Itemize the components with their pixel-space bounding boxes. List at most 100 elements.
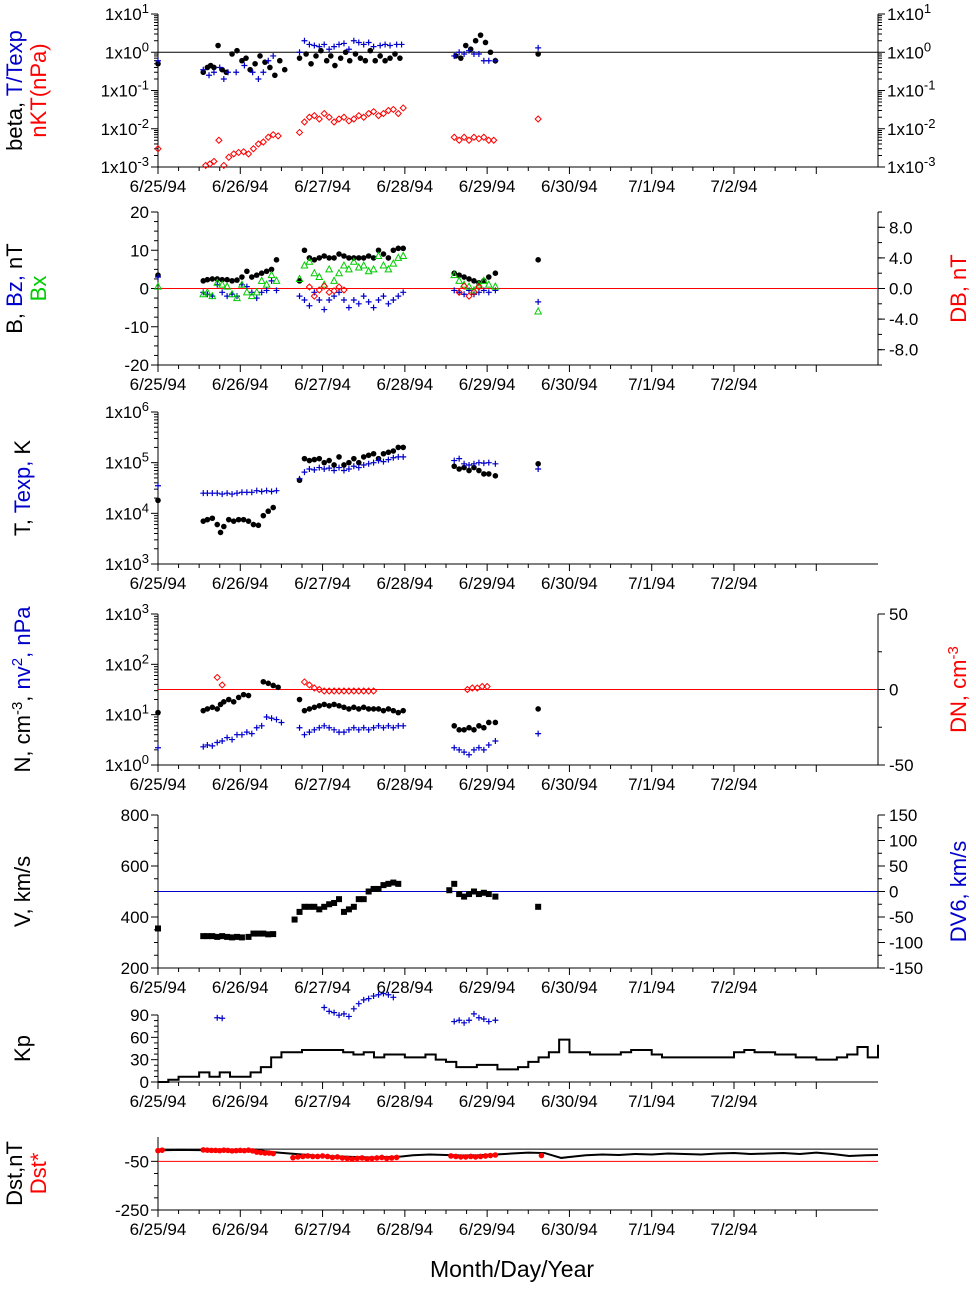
- data-point-plus-T: [456, 455, 463, 462]
- right-tick-exponent: 1: [924, 1, 931, 16]
- data-point-diamond-beta: [374, 111, 383, 120]
- x-tick-label-T: 6/30/94: [541, 574, 598, 593]
- data-point-diamond-beta: [360, 113, 368, 121]
- data-point-diamond-beta: [315, 115, 323, 123]
- data-point-dot-T: [155, 497, 161, 504]
- data-point-triangle-B: [153, 282, 163, 290]
- x-tick-label-N: 6/26/94: [212, 775, 269, 794]
- data-point-dot-T: [492, 473, 499, 479]
- data-point-square-V: [200, 933, 207, 940]
- data-point-plus-N: [375, 722, 382, 729]
- data-point-dot-T: [535, 460, 541, 467]
- panel-V: 6/25/94 6/26/94 6/27/94 6/28/94 6/29/94 6/30/…: [10, 806, 971, 1026]
- data-point-dot-T: [301, 455, 308, 462]
- right-tick-mantissa: 1x10: [887, 158, 924, 177]
- data-point-diamond-N: [350, 687, 358, 695]
- data-point-dot-Dst: [393, 1154, 400, 1161]
- data-point-plus-V: [350, 1005, 357, 1012]
- x-tick-label-T: 7/1/94: [628, 574, 675, 593]
- data-point-dot-B: [239, 274, 245, 280]
- data-point-dot-beta: [252, 60, 258, 67]
- data-point-diamond-B: [460, 282, 468, 290]
- data-point-square-V: [265, 931, 272, 938]
- data-point-plus-beta: [466, 47, 473, 54]
- data-point-diamond-beta: [394, 109, 402, 118]
- data-point-plus-B: [268, 277, 275, 284]
- y-tick-mantissa: 1x10: [105, 605, 142, 624]
- data-point-diamond-N: [218, 681, 226, 689]
- data-point-plus-B: [480, 287, 487, 294]
- y-tick-label-Dst: -250: [115, 1201, 149, 1220]
- data-point-diamond-B: [315, 286, 323, 294]
- data-point-diamond-N: [213, 673, 221, 682]
- data-point-dot-beta: [392, 51, 398, 57]
- data-point-plus-beta: [321, 41, 328, 48]
- data-point-dot-T: [385, 449, 392, 456]
- data-point-dot-T: [270, 504, 277, 511]
- data-point-triangle-B: [364, 266, 373, 275]
- data-point-diamond-B: [340, 286, 348, 294]
- data-point-dot-N: [225, 696, 232, 703]
- x-tick-label-Dst: 6/28/94: [376, 1220, 433, 1239]
- data-point-triangle-B: [213, 278, 222, 286]
- data-point-plus-beta: [492, 57, 499, 64]
- data-point-plus-T: [466, 461, 473, 468]
- data-point-plus-beta: [461, 51, 468, 58]
- data-point-plus-B: [155, 274, 161, 281]
- data-point-diamond-beta: [460, 133, 468, 141]
- y-tick-label-Kp: 90: [130, 1006, 149, 1025]
- data-point-plus-T: [331, 467, 338, 474]
- data-point-plus-N: [224, 734, 231, 741]
- data-point-triangle-B: [474, 280, 483, 288]
- data-point-square-V: [233, 933, 240, 940]
- panel-Kp: 6/25/94 6/26/94 6/27/94 6/28/94 6/29/94 6/30/…: [10, 1006, 879, 1111]
- y-axis-label-part: Bx: [26, 276, 51, 302]
- data-point-dot-Dst: [492, 1152, 499, 1158]
- y-axis-label-Kp: Kp: [10, 1035, 35, 1062]
- right-tick-label-N: 50: [889, 605, 908, 624]
- data-point-diamond-beta: [215, 136, 223, 144]
- data-point-diamond-N: [335, 687, 343, 695]
- data-point-diamond-N: [468, 684, 477, 692]
- data-point-plus-V: [326, 1008, 333, 1015]
- data-point-plus-N: [466, 751, 473, 758]
- data-point-triangle-B: [232, 293, 242, 302]
- data-point-dot-Dst: [538, 1152, 545, 1159]
- data-point-diamond-N: [478, 682, 486, 691]
- right-tick-label-V: 100: [889, 832, 917, 851]
- data-point-square-V: [535, 903, 542, 910]
- data-point-triangle-B: [300, 260, 309, 269]
- data-point-plus-T: [340, 467, 347, 474]
- data-point-dot-B: [209, 276, 216, 282]
- data-point-plus-beta: [370, 43, 377, 50]
- data-point-plus-N: [340, 729, 347, 736]
- data-point-plus-beta: [296, 49, 303, 56]
- data-point-dot-Dst: [237, 1147, 244, 1154]
- data-point-plus-T: [400, 453, 407, 460]
- x-tick-label-B: 6/29/94: [459, 375, 516, 394]
- data-point-dot-N: [451, 723, 458, 729]
- x-tick-label-Dst: 6/25/94: [130, 1220, 187, 1239]
- data-point-triangle-B: [228, 289, 237, 298]
- y-axis-label-beta: beta, T/Texp: [2, 30, 27, 151]
- data-point-dot-N: [235, 694, 242, 701]
- y-tick-exponent: 0: [142, 752, 149, 767]
- data-point-dot-N: [365, 706, 372, 712]
- data-point-dot-T: [217, 529, 224, 536]
- data-point-plus-B: [301, 296, 308, 303]
- data-point-plus-beta: [216, 64, 223, 71]
- x-axis-title: Month/Day/Year: [430, 1256, 594, 1282]
- x-tick-label-Kp: 6/26/94: [212, 1092, 269, 1111]
- data-point-dot-Dst: [344, 1155, 351, 1162]
- x-tick-label-beta: 7/2/94: [710, 177, 757, 196]
- data-point-plus-beta: [155, 57, 161, 64]
- data-point-diamond-beta: [239, 148, 248, 156]
- data-point-square-V: [301, 903, 308, 910]
- data-point-plus-T: [492, 460, 499, 467]
- data-point-diamond-B: [310, 292, 319, 300]
- data-point-dot-beta: [387, 55, 393, 61]
- right-tick-label-B: -8.0: [889, 341, 918, 360]
- y-tick-exponent: 2: [142, 651, 149, 666]
- x-tick-label-V: 6/29/94: [459, 978, 516, 997]
- y-axis-label-Dst: Dst,nT: [2, 1141, 27, 1206]
